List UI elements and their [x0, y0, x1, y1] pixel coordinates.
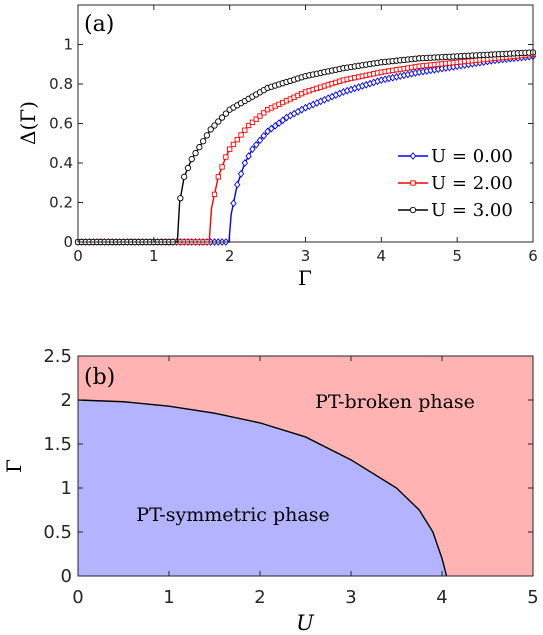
series-0-point — [237, 169, 245, 178]
panel-a-xtick-label: 4 — [377, 247, 387, 265]
panel-a-ytick-label: 0 — [63, 233, 73, 251]
panel-b-ylabel: Γ — [2, 459, 26, 473]
series-0-point — [275, 119, 283, 128]
panel-b-ytick-label: 1.5 — [43, 434, 72, 455]
series-0-point — [271, 121, 279, 130]
series-2-point — [188, 155, 195, 163]
series-0-point — [253, 140, 260, 149]
panel-b-ytick-label: 2 — [61, 390, 72, 411]
panel-a-legend: U = 0.00 U = 2.00 U = 3.00 — [394, 142, 530, 230]
label-pt-broken-phase: PT-broken phase — [315, 391, 475, 413]
series-2-point — [207, 126, 214, 133]
series-2-point — [222, 110, 230, 117]
panel-a-ytick-label: 0.6 — [49, 115, 73, 133]
panel-b-ytick-label: 2.5 — [43, 346, 72, 367]
series-0-point — [264, 127, 271, 136]
series-1-point — [219, 164, 225, 170]
panel-b-ytick-label: 0 — [61, 566, 72, 587]
panel-a-xtick-label: 1 — [149, 247, 159, 265]
panel-b-ytick-label: 1 — [61, 478, 72, 499]
series-0-point — [268, 124, 275, 133]
series-1-point — [249, 119, 256, 125]
panel-a-label: (a) — [84, 12, 114, 37]
panel-b-xtick-label: 3 — [345, 587, 356, 608]
panel-a-ytick-label: 0.4 — [49, 154, 73, 172]
panel-a-xtick-label: 3 — [301, 247, 311, 265]
panel-b-ticks: 0 1 2 3 4 5 0 0.5 1 1.5 2 2.5 — [43, 346, 538, 608]
panel-a-ticks: 0 1 2 3 4 5 6 0 0.2 0.4 0.6 0.8 1 — [49, 5, 538, 265]
panel-a-xtick-label: 0 — [73, 247, 83, 265]
series-2-point — [196, 144, 203, 151]
series-0-point — [256, 136, 264, 145]
series-1-point — [230, 141, 237, 148]
panel-a-xtick-label: 6 — [528, 247, 538, 265]
series-1-point — [215, 174, 221, 180]
series-0-point — [279, 116, 286, 125]
legend-marker-2 — [409, 206, 417, 214]
panel-a-ytick-label: 1 — [63, 36, 73, 54]
series-0-point — [260, 131, 267, 140]
legend-label-1: U = 2.00 — [431, 173, 513, 194]
panel-a-xtick-label: 5 — [452, 247, 462, 265]
panel-b-label: (b) — [84, 365, 115, 390]
series-1-point — [242, 127, 248, 133]
series-1-point — [253, 116, 259, 122]
panel-b-ytick-label: 0.5 — [43, 522, 72, 543]
legend-label-2: U = 3.00 — [431, 200, 513, 221]
panel-b-xtick-label: 1 — [163, 587, 174, 608]
legend-marker-0 — [409, 152, 417, 160]
series-0-point — [245, 152, 252, 161]
series-2-point — [211, 122, 218, 129]
panel-b-xtick-label: 0 — [72, 587, 83, 608]
panel-b-xtick-label: 4 — [436, 587, 447, 608]
series-2-point — [203, 132, 211, 139]
panel-b: 0 1 2 3 4 5 0 0.5 1 1.5 2 2.5 (b) PT-broken phase P… — [2, 346, 539, 635]
panel-b-xlabel: U — [296, 611, 315, 635]
panel-a-ytick-label: 0.2 — [49, 194, 73, 212]
series-2-point — [199, 138, 207, 145]
region-pt-symmetric — [78, 400, 447, 576]
series-0-point — [230, 199, 237, 208]
label-pt-symmetric-phase: PT-symmetric phase — [136, 504, 329, 526]
series-2-point — [192, 149, 199, 157]
series-0-point — [241, 159, 249, 167]
series-1-point — [211, 191, 218, 198]
series-2-point — [218, 114, 226, 121]
panel-b-xtick-label: 5 — [527, 587, 538, 608]
series-1-point — [238, 132, 244, 138]
series-2-point — [181, 173, 188, 180]
legend-label-0: U = 0.00 — [431, 146, 513, 167]
panel-b-xtick-label: 2 — [254, 587, 265, 608]
panel-a-xtick-label: 2 — [225, 247, 235, 265]
panel-a: 0 1 2 3 4 5 6 0 0.2 0.4 0.6 0.8 1 (a) Γ Δ(Γ) U = 0.0… — [16, 4, 538, 290]
panel-a-xlabel: Γ — [298, 266, 312, 290]
series-2-point — [184, 164, 192, 172]
panel-b-frame — [77, 355, 534, 577]
series-1-point — [261, 110, 267, 116]
panel-a-ytick-label: 0.8 — [49, 75, 73, 93]
panel-a-ylabel: Δ(Γ) — [16, 101, 40, 145]
series-1-point — [223, 154, 229, 160]
series-1-point — [234, 137, 240, 143]
series-0-point — [249, 145, 256, 154]
series-2-point — [177, 195, 184, 202]
legend-marker-1 — [410, 180, 416, 186]
phase-boundary-line — [77, 399, 448, 577]
series-1-point — [257, 113, 263, 119]
series-2-point — [215, 118, 222, 125]
series-1-point — [227, 146, 233, 152]
series-0-point — [234, 180, 241, 189]
series-1-point — [245, 122, 252, 129]
